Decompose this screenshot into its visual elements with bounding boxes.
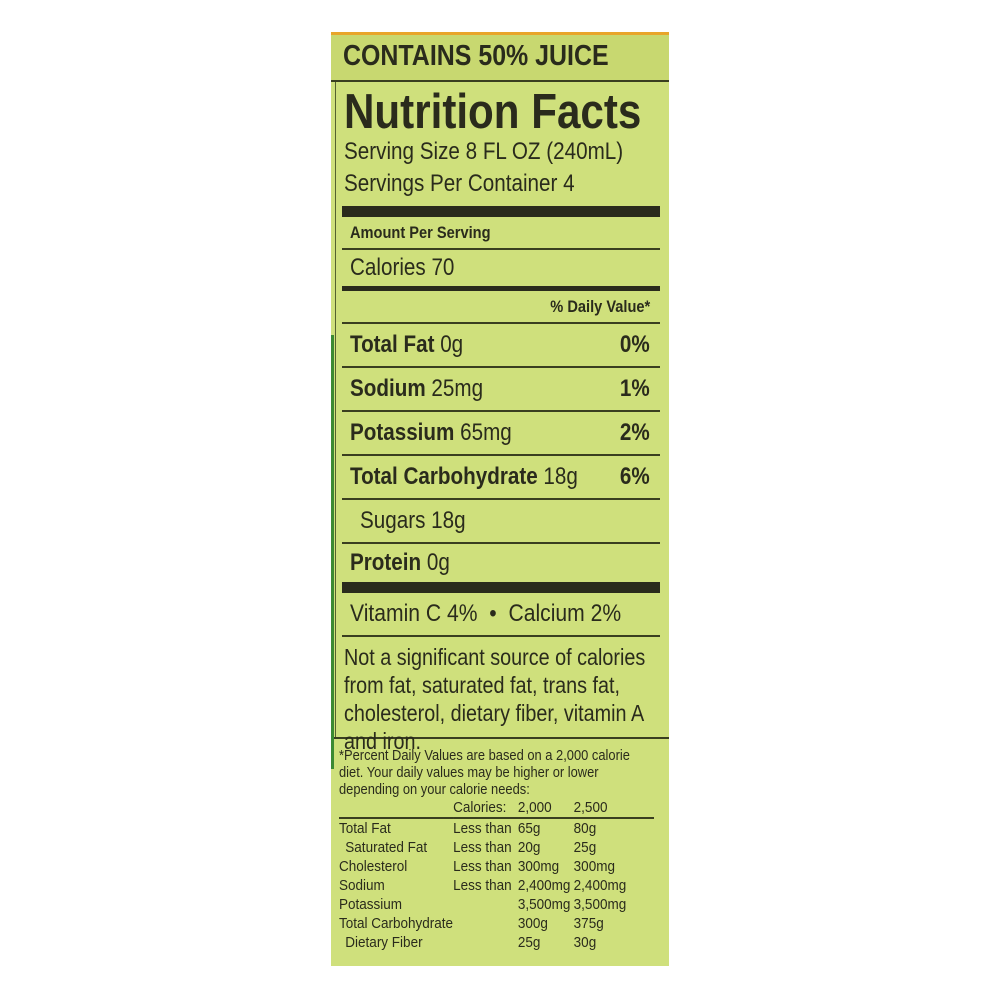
nutrient-row: Total Carbohydrate 18g 6%	[342, 456, 660, 500]
header-cell: Calories:	[453, 798, 518, 819]
serving-size: Serving Size 8 FL OZ (240mL)	[336, 136, 666, 168]
table-row: Cholesterol Less than 300mg 300mg	[339, 857, 654, 876]
table-cell: 2,400mg	[573, 877, 627, 894]
nutrient-amount: 25mg	[431, 375, 484, 402]
table-cell: 20g	[517, 839, 541, 856]
title-text: Nutrition Facts	[344, 85, 642, 139]
table-cell: Potassium	[339, 896, 403, 913]
table-row: Potassium 3,500mg 3,500mg	[339, 895, 654, 914]
table-row: Dietary Fiber 25g 30g	[339, 933, 654, 952]
table-cell: Less than	[453, 820, 512, 837]
amount-per-serving-text: Amount Per Serving	[350, 222, 491, 242]
table-cell: Less than	[453, 877, 512, 894]
thick-divider	[342, 582, 660, 593]
nutrient-row: Protein 0g	[342, 544, 660, 582]
table-header: Calories: 2,000 2,500	[339, 798, 654, 819]
table-cell: 3,500mg	[517, 896, 571, 913]
servings-text: Servings Per Container 4	[344, 170, 575, 197]
daily-value-text: % Daily Value*	[550, 296, 650, 316]
nutrient-dv: 0%	[620, 331, 650, 358]
nutrition-facts-title: Nutrition Facts	[336, 82, 666, 139]
nutrient-amount: 0g	[426, 549, 450, 576]
footnote-text: *Percent Daily Values are based on a 2,0…	[339, 747, 630, 798]
table-cell	[453, 914, 518, 933]
vitamins-row: Vitamin C 4% • Calcium 2%	[342, 593, 660, 637]
daily-value-header: % Daily Value*	[342, 291, 660, 324]
medium-divider	[342, 286, 660, 291]
juice-content-banner: CONTAINS 50% JUICE	[331, 35, 669, 82]
not-significant-note: Not a significant source of calories fro…	[336, 637, 666, 754]
nutrient-name: Total Fat	[350, 331, 435, 358]
juice-content-text: CONTAINS 50% JUICE	[343, 40, 609, 72]
table-row: Sodium Less than 2,400mg 2,400mg	[339, 876, 654, 895]
table-cell: 25g	[573, 839, 597, 856]
table-cell: 25g	[517, 934, 541, 951]
table-cell: Total Fat	[339, 820, 391, 837]
table-cell	[453, 895, 518, 914]
nutrient-dv: 1%	[620, 375, 650, 402]
nutrient-row: Potassium 65mg 2%	[342, 412, 660, 456]
table-cell: 30g	[573, 934, 597, 951]
header-cell: 2,000	[517, 798, 574, 819]
table-cell: 300mg	[573, 858, 615, 875]
calories-text: Calories 70	[350, 254, 455, 281]
nutrient-amount: 18g	[431, 507, 466, 534]
thick-divider	[342, 206, 660, 217]
table-row: Total Carbohydrate 300g 375g	[339, 914, 654, 933]
header-cell	[339, 798, 454, 819]
table-cell	[453, 933, 518, 952]
serving-size-text: Serving Size 8 FL OZ (240mL)	[344, 138, 624, 165]
not-significant-text: Not a significant source of calories fro…	[344, 644, 646, 754]
table-cell: 300g	[517, 915, 548, 932]
header-cell: 2,500	[573, 798, 654, 819]
table-cell: 3,500mg	[573, 896, 627, 913]
table-row: Total Fat Less than 65g 80g	[339, 818, 654, 838]
nutrient-row: Sodium 25mg 1%	[342, 368, 660, 412]
table-cell: 375g	[573, 915, 604, 932]
table-cell: 80g	[573, 820, 597, 837]
table-cell: Cholesterol	[339, 858, 408, 875]
nutrient-name: Potassium	[350, 419, 455, 446]
table-cell: Saturated Fat	[345, 839, 428, 856]
nutrient-row: Sugars 18g	[342, 500, 660, 544]
nutrient-name: Sugars	[360, 507, 426, 534]
nutrient-row: Total Fat 0g 0%	[342, 324, 660, 368]
table-cell: Total Carbohydrate	[339, 915, 454, 932]
nutrient-name: Total Carbohydrate	[350, 463, 538, 490]
nutrient-name: Protein	[350, 549, 422, 576]
nutrient-amount: 18g	[543, 463, 578, 490]
table-cell: 2,400mg	[517, 877, 571, 894]
table-cell: Dietary Fiber	[345, 934, 423, 951]
footnote: *Percent Daily Values are based on a 2,0…	[331, 737, 669, 798]
table-cell: Sodium	[339, 877, 385, 894]
separator: •	[489, 600, 497, 627]
calcium: Calcium 2%	[508, 600, 622, 627]
table-cell: 300mg	[517, 858, 560, 875]
calories-row: Calories 70	[342, 250, 660, 286]
nutrient-amount: 0g	[440, 331, 464, 358]
nutrient-amount: 65mg	[460, 419, 512, 446]
nutrition-label: CONTAINS 50% JUICE Nutrition Facts Servi…	[331, 32, 669, 966]
table-cell: Less than	[453, 858, 512, 875]
table-cell: 65g	[517, 820, 541, 837]
table-cell: Less than	[453, 839, 512, 856]
nutrient-dv: 6%	[620, 463, 650, 490]
table-row: Saturated Fat Less than 20g 25g	[339, 838, 654, 857]
servings-per-container: Servings Per Container 4	[336, 168, 666, 200]
vitamin-c: Vitamin C 4%	[350, 600, 478, 627]
daily-value-reference-table: Calories: 2,000 2,500 Total Fat Less than…	[339, 798, 654, 952]
nutrient-name: Sodium	[350, 375, 426, 402]
nutrient-dv: 2%	[620, 419, 650, 446]
amount-per-serving: Amount Per Serving	[342, 217, 660, 250]
nutrition-facts-box: Nutrition Facts Serving Size 8 FL OZ (24…	[335, 82, 666, 754]
